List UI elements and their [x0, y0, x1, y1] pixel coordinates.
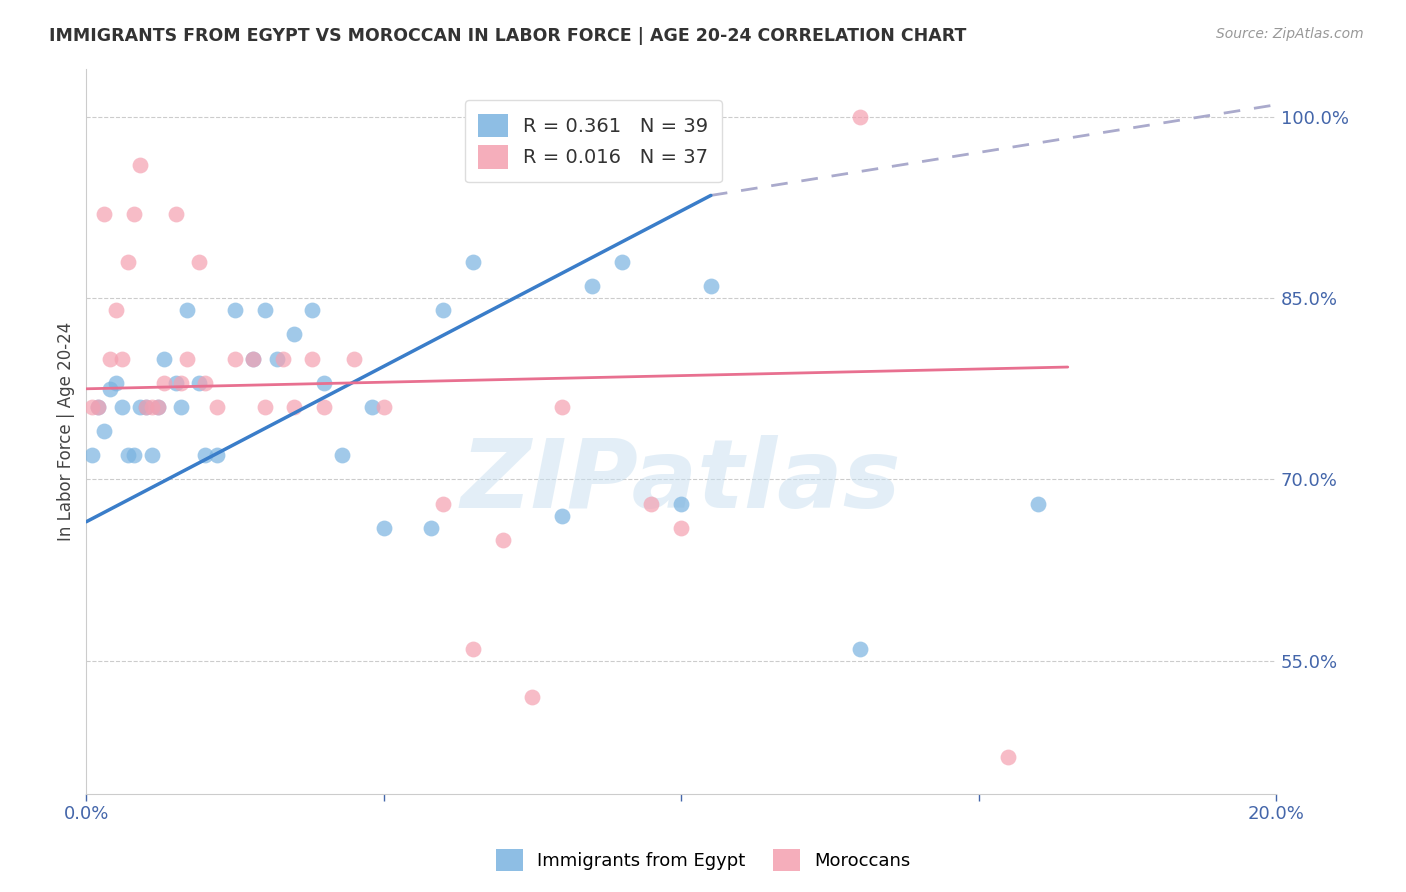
Point	[93, 424, 115, 438]
Point	[581, 279, 603, 293]
Point	[194, 376, 217, 390]
Point	[111, 351, 134, 366]
Point	[343, 351, 366, 366]
Point	[170, 400, 193, 414]
Point	[360, 400, 382, 414]
Point	[314, 376, 336, 390]
Point	[93, 206, 115, 220]
Point	[242, 351, 264, 366]
Text: IMMIGRANTS FROM EGYPT VS MOROCCAN IN LABOR FORCE | AGE 20-24 CORRELATION CHART: IMMIGRANTS FROM EGYPT VS MOROCCAN IN LAB…	[49, 27, 966, 45]
Point	[170, 376, 193, 390]
Point	[176, 303, 198, 318]
Point	[146, 400, 169, 414]
Point	[135, 400, 157, 414]
Point	[98, 382, 121, 396]
Point	[461, 641, 484, 656]
Point	[117, 448, 139, 462]
Point	[188, 376, 211, 390]
Point	[669, 497, 692, 511]
Point	[997, 750, 1019, 764]
Point	[152, 351, 174, 366]
Point	[640, 497, 662, 511]
Point	[314, 400, 336, 414]
Point	[205, 400, 228, 414]
Point	[82, 448, 104, 462]
Point	[283, 327, 305, 342]
Point	[128, 400, 150, 414]
Point	[205, 448, 228, 462]
Point	[165, 206, 187, 220]
Point	[551, 400, 574, 414]
Point	[188, 255, 211, 269]
Point	[141, 400, 163, 414]
Point	[1026, 497, 1049, 511]
Point	[522, 690, 544, 704]
Point	[105, 303, 128, 318]
Point	[848, 110, 870, 124]
Point	[135, 400, 157, 414]
Point	[117, 255, 139, 269]
Point	[194, 448, 217, 462]
Point	[551, 508, 574, 523]
Point	[610, 255, 633, 269]
Point	[266, 351, 288, 366]
Point	[432, 303, 454, 318]
Point	[373, 521, 395, 535]
Legend: R = 0.361   N = 39, R = 0.016   N = 37: R = 0.361 N = 39, R = 0.016 N = 37	[465, 100, 721, 183]
Point	[253, 303, 276, 318]
Point	[283, 400, 305, 414]
Point	[420, 521, 443, 535]
Text: ZIPatlas: ZIPatlas	[461, 435, 901, 528]
Point	[111, 400, 134, 414]
Point	[165, 376, 187, 390]
Point	[700, 279, 723, 293]
Y-axis label: In Labor Force | Age 20-24: In Labor Force | Age 20-24	[58, 321, 75, 541]
Point	[461, 255, 484, 269]
Point	[253, 400, 276, 414]
Point	[224, 303, 246, 318]
Point	[122, 206, 145, 220]
Legend: Immigrants from Egypt, Moroccans: Immigrants from Egypt, Moroccans	[488, 842, 918, 879]
Point	[87, 400, 110, 414]
Point	[128, 158, 150, 172]
Point	[122, 448, 145, 462]
Point	[82, 400, 104, 414]
Point	[224, 351, 246, 366]
Point	[87, 400, 110, 414]
Point	[271, 351, 294, 366]
Point	[669, 521, 692, 535]
Point	[432, 497, 454, 511]
Point	[98, 351, 121, 366]
Point	[105, 376, 128, 390]
Point	[242, 351, 264, 366]
Point	[492, 533, 515, 547]
Point	[301, 303, 323, 318]
Point	[330, 448, 353, 462]
Point	[146, 400, 169, 414]
Text: Source: ZipAtlas.com: Source: ZipAtlas.com	[1216, 27, 1364, 41]
Point	[152, 376, 174, 390]
Point	[373, 400, 395, 414]
Point	[176, 351, 198, 366]
Point	[301, 351, 323, 366]
Point	[141, 448, 163, 462]
Point	[848, 641, 870, 656]
